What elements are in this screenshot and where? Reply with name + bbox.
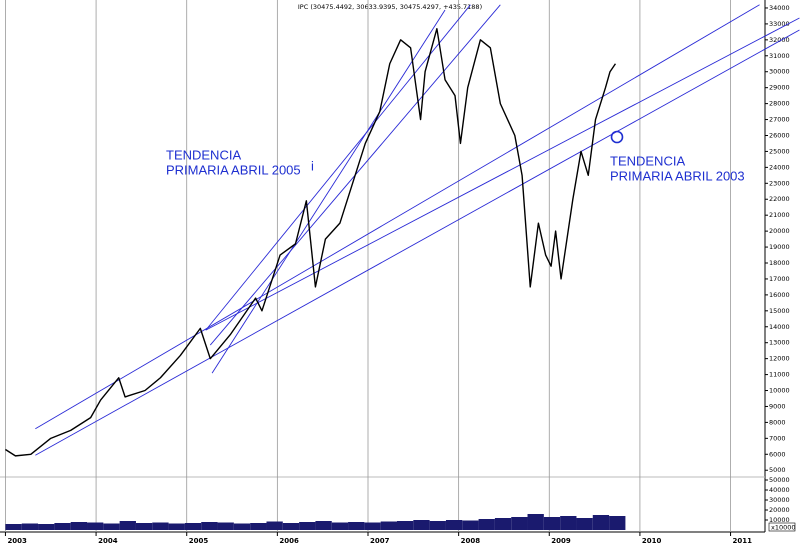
y-tick-label: 10000 — [769, 387, 790, 395]
y-tick-label: 28000 — [769, 100, 790, 108]
volume-bar — [576, 518, 593, 530]
volume-tick-label: 10000 — [769, 516, 790, 524]
y-tick-label: 22000 — [769, 195, 790, 203]
volume-bar — [560, 516, 577, 530]
volume-bar — [103, 523, 120, 530]
volume-tick-label: 30000 — [769, 496, 790, 504]
volume-bar — [250, 523, 267, 530]
x-tick-label: 2008 — [461, 537, 481, 545]
volume-bar — [592, 515, 610, 530]
annotation: PRIMARIA ABRIL 2003 — [610, 168, 745, 183]
y-tick-label: 12000 — [769, 355, 790, 363]
volume-bar — [527, 514, 544, 530]
y-tick-label: 29000 — [769, 84, 790, 92]
y-tick-label: 19000 — [769, 243, 790, 251]
chart-title: IPC (30475.4492, 30633.9395, 30475.4297,… — [298, 3, 482, 11]
y-tick-label: 6000 — [769, 450, 786, 458]
y-tick-label: 15000 — [769, 307, 790, 315]
y-tick-label: 32000 — [769, 36, 790, 44]
volume-bar — [233, 523, 251, 530]
y-tick-label: 25000 — [769, 147, 790, 155]
y-tick-label: 5000 — [769, 466, 786, 474]
volume-bar — [119, 521, 136, 530]
volume-bar — [135, 523, 153, 530]
trend-line — [211, 9, 446, 374]
volume-bar — [397, 521, 414, 530]
x-tick-label: 2009 — [551, 537, 571, 545]
volume-bar — [348, 522, 365, 530]
volume-bar — [331, 522, 349, 530]
x-tick-label: 2004 — [98, 537, 118, 545]
y-tick-label: 33000 — [769, 20, 790, 28]
volume-bar — [38, 524, 55, 530]
x-tick-label: 2011 — [733, 537, 753, 545]
y-tick-label: 13000 — [769, 339, 790, 347]
y-tick-label: 27000 — [769, 116, 790, 124]
x-tick-label: 2006 — [279, 537, 299, 545]
y-tick-label: 30000 — [769, 68, 790, 76]
y-tick-label: 7000 — [769, 434, 786, 442]
volume-bar — [494, 518, 512, 530]
volume-bar — [609, 516, 626, 530]
volume-tick-label: 40000 — [769, 486, 790, 494]
price-line — [5, 27, 617, 457]
volume-bar — [429, 521, 446, 530]
volume-bar — [201, 522, 218, 530]
y-tick-label: 20000 — [769, 227, 790, 235]
y-tick-label: 26000 — [769, 131, 790, 139]
volume-bar — [152, 522, 169, 530]
volume-bar — [282, 523, 300, 530]
volume-bar — [315, 521, 332, 530]
volume-bar — [70, 522, 88, 530]
y-tick-label: 18000 — [769, 259, 790, 267]
volume-tick-label: 50000 — [769, 476, 790, 484]
y-tick-label: 9000 — [769, 402, 786, 410]
y-tick-label: 31000 — [769, 52, 790, 60]
volume-bar — [5, 524, 22, 530]
annotation: TENDENCIA — [166, 147, 241, 162]
y-tick-label: 11000 — [769, 371, 790, 379]
volume-bar — [168, 523, 185, 530]
annotation: i — [311, 158, 314, 173]
volume-bar — [299, 522, 316, 530]
volume-bar — [21, 523, 39, 530]
volume-bar — [543, 517, 561, 530]
trend-line — [205, 4, 471, 331]
trend-line — [205, 17, 800, 331]
volume-bar — [266, 521, 283, 530]
volume-tick-label: 20000 — [769, 506, 790, 514]
x-tick-label: 2007 — [370, 537, 390, 545]
y-tick-label: 24000 — [769, 163, 790, 171]
trend-line — [35, 4, 760, 430]
volume-bar — [511, 517, 528, 530]
y-tick-label: 17000 — [769, 275, 790, 283]
x-tick-label: 2005 — [189, 537, 209, 545]
volume-bar — [364, 522, 381, 530]
volume-bar — [217, 522, 234, 530]
y-tick-label: 8000 — [769, 418, 786, 426]
volume-bar — [54, 523, 71, 530]
volume-unit-label: x10000 — [771, 524, 796, 532]
volume-bar — [413, 520, 430, 530]
x-tick-label: 2010 — [642, 537, 662, 545]
x-tick-label: 2003 — [7, 537, 27, 545]
y-tick-label: 34000 — [769, 4, 790, 12]
annotation: TENDENCIA — [610, 153, 685, 168]
volume-bar — [445, 520, 463, 530]
trend-line — [35, 29, 800, 456]
volume-bar — [380, 521, 398, 530]
annotation: PRIMARIA ABRIL 2005 — [166, 162, 301, 177]
volume-bar — [87, 522, 104, 530]
y-tick-label: 23000 — [769, 179, 790, 187]
y-tick-label: 16000 — [769, 291, 790, 299]
unit-box — [768, 522, 796, 532]
y-tick-label: 21000 — [769, 211, 790, 219]
volume-bar — [478, 519, 495, 530]
volume-bar — [462, 520, 479, 530]
volume-bar — [184, 523, 202, 530]
y-tick-label: 14000 — [769, 323, 790, 331]
